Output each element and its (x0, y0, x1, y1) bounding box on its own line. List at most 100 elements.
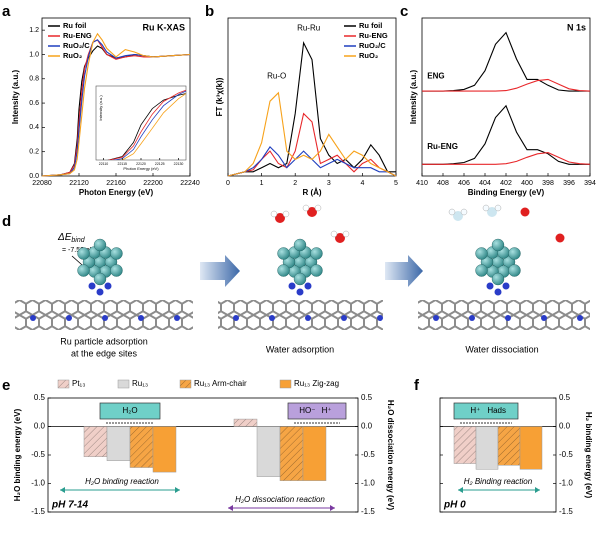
ru-atom (508, 247, 521, 260)
y-axis-label: H₂O binding energy (eV) (13, 408, 22, 501)
y-tick-label: 0.0 (29, 173, 39, 180)
diagram-panel: d ΔEbind = -7.52 eV Ru particle adsorpti… (2, 204, 590, 358)
n-atom (174, 315, 180, 321)
bar (233, 418, 258, 427)
legend-label: RuO₂ (359, 51, 378, 60)
graphene-lattice (15, 300, 193, 330)
hydrogen-atom (482, 204, 490, 212)
ph-label: pH 0 (443, 500, 466, 511)
ru-atom (475, 247, 488, 260)
inset-x-label: Photon Energy (eV) (123, 166, 159, 171)
y-tick-label: 0.5 (361, 393, 373, 402)
legend-label: RuO₂ (63, 51, 82, 60)
y-axis-label: Intensity (a.u.) (11, 70, 20, 125)
n-atom (269, 315, 275, 321)
n-atom (577, 315, 583, 321)
inset-y-label: Intensity (a.u.) (98, 95, 103, 121)
x-tick-label: 0 (226, 180, 230, 187)
legend-label: Ru₁₃ (132, 379, 148, 388)
x-tick-label: 3 (327, 180, 331, 187)
reaction-species: H⁺ (322, 406, 332, 415)
n-atom (104, 282, 112, 290)
bar (83, 426, 108, 457)
annotation: ENG (427, 72, 444, 81)
panel-label: c (400, 3, 408, 20)
legend-label: RuO₂/C (359, 41, 386, 50)
x-tick-label: 22080 (32, 180, 52, 187)
n-atom (233, 315, 239, 321)
panel-title: Ru K-XAS (143, 22, 186, 32)
n-atom (486, 282, 494, 290)
annotation: Ru-O (267, 71, 286, 80)
inset-frame (95, 85, 187, 161)
oxygen-atom (520, 207, 530, 217)
reaction-species: H⁺ (470, 406, 480, 415)
data-line (422, 152, 591, 165)
reaction-label: H₂O dissociation reaction (235, 495, 325, 504)
bar (475, 426, 499, 470)
n-atom (469, 315, 475, 321)
legend-label: Ru-ENG (359, 31, 388, 40)
y-tick-label: 1.2 (29, 27, 39, 34)
y-axis-label: Intensity (a.u.) (409, 70, 418, 125)
y-tick-label: -1.0 (559, 479, 573, 488)
n-atom (305, 315, 311, 321)
y-tick-label: -0.5 (31, 450, 45, 459)
y-tick-label: 1.0 (29, 51, 39, 58)
hydrogen-atom (448, 208, 456, 216)
x-tick-label: 22240 (180, 180, 200, 187)
hydrogen-atom (494, 204, 502, 212)
bar (129, 426, 154, 468)
ru-atom (77, 247, 90, 260)
n-atom (502, 282, 510, 290)
panel-label: d (2, 213, 11, 230)
bar (279, 426, 304, 481)
hydrogen-atom (282, 210, 290, 218)
reaction-label: H₂ Binding reaction (464, 477, 533, 486)
graphene-lattice (218, 300, 383, 330)
legend-label: Ru₁₃ Arm-chair (194, 379, 247, 388)
panel-title: N 1s (567, 22, 586, 32)
y-axis-label: FT (k³χ(k)) (215, 77, 224, 116)
n-atom (30, 315, 36, 321)
oxygen-atom (453, 211, 463, 221)
data-line (422, 104, 590, 165)
caption: Water adsorption (266, 344, 334, 354)
y-tick-label: 0.8 (29, 76, 39, 83)
bar (152, 426, 177, 473)
n-atom (66, 315, 72, 321)
data-line (227, 91, 397, 177)
ru-atom (93, 272, 107, 286)
panel-label: e (2, 377, 10, 394)
legend-swatch (179, 379, 192, 389)
oxygen-atom (555, 233, 565, 243)
reaction-species: Hads (487, 406, 506, 415)
n-atom (102, 315, 108, 321)
y-tick-label: -1.5 (31, 507, 45, 516)
x-tick-label: 410 (416, 180, 428, 187)
bar (497, 426, 521, 466)
process-arrow (200, 255, 240, 287)
y-tick-label: -1.0 (361, 479, 375, 488)
bar (106, 426, 131, 461)
inset-x-tick-label: 22120 (136, 162, 146, 166)
legend-label: Ru-ENG (63, 31, 92, 40)
data-line (227, 41, 396, 177)
x-axis-label: Photon Energy (eV) (79, 188, 154, 197)
hydrogen-atom (314, 204, 322, 212)
n-atom (304, 282, 312, 290)
y-tick-label: 0.5 (34, 393, 46, 402)
x-tick-label: 398 (542, 180, 554, 187)
ru-atom (310, 247, 323, 260)
ru-atom (77, 264, 90, 277)
y-tick-label: 0.6 (29, 100, 39, 107)
inset-lines (107, 89, 186, 160)
ru-atom (310, 264, 323, 277)
reaction-species: H₂O (122, 406, 137, 415)
n-atom (505, 315, 511, 321)
ru-atom (93, 238, 107, 252)
legend-swatch (57, 379, 70, 389)
hydrogen-atom (302, 204, 310, 212)
ru-atom (475, 264, 488, 277)
